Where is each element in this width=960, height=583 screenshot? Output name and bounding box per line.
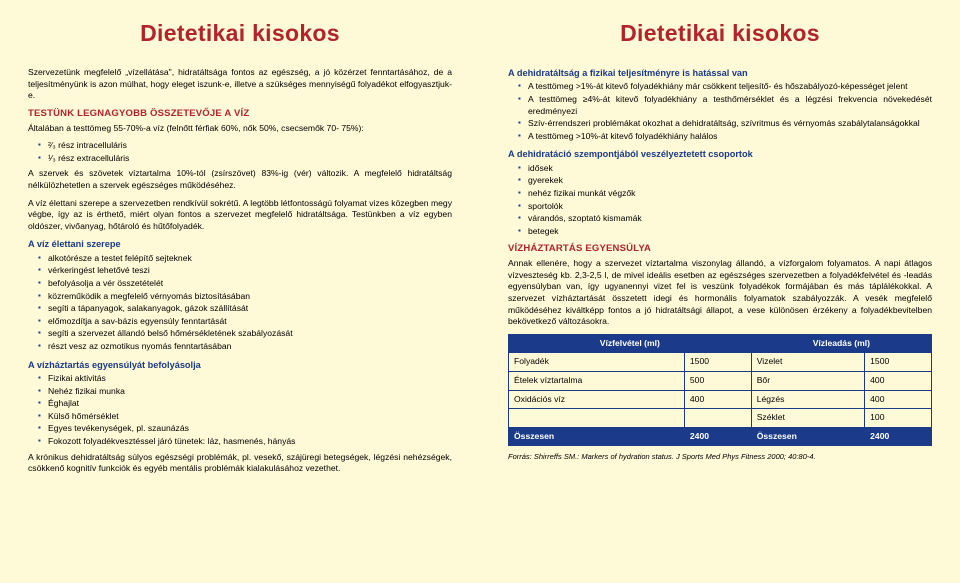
page-title-right: Dietetikai kisokos (508, 18, 932, 49)
body-water-p1: Általában a testtömeg 55-70%-a víz (feln… (28, 123, 452, 135)
table-total-row: Összesen2400 Összesen2400 (509, 427, 932, 446)
list-item: segíti a tápanyagok, salakanyagok, gázok… (38, 303, 452, 315)
dehydration-list: A testtömeg >1%-át kitevő folyadékhiány … (508, 81, 932, 142)
physiological-list: alkotórésze a testet felépítő sejteknek … (28, 253, 452, 353)
risk-list: idősek gyerekek nehéz fizikai munkát vég… (508, 163, 932, 238)
list-item: ¹⁄₃ rész extracelluláris (38, 153, 452, 165)
list-item: A testtömeg >1%-át kitevő folyadékhiány … (518, 81, 932, 93)
section-risk-groups: A dehidratáció szempontjából veszélyezte… (508, 148, 932, 160)
table-header-output: Vízleadás (ml) (751, 334, 931, 353)
section-physiological-role: A víz élettani szerepe (28, 238, 452, 250)
list-item: Külső hőmérséklet (38, 411, 452, 423)
section-dehydration-performance: A dehidratáltság a fizikai teljesítményr… (508, 67, 932, 79)
list-item: vérkeringést lehetővé teszi (38, 265, 452, 277)
list-item: segíti a szervezet állandó belső hőmérsé… (38, 328, 452, 340)
list-item: Nehéz fizikai munka (38, 386, 452, 398)
chronic-text: A krónikus dehidratáltság súlyos egészsé… (28, 452, 452, 475)
list-item: A testtömeg ≥4%-át kitevő folyadékhiány … (518, 94, 932, 117)
list-item: Éghajlat (38, 398, 452, 410)
list-item: gyerekek (518, 175, 932, 187)
section-balance: A vízháztartás egyensúlyát befolyásolja (28, 359, 452, 371)
list-item: Fizikai aktivitás (38, 373, 452, 385)
list-item: sportolók (518, 201, 932, 213)
list-item: befolyásolja a vér összetételét (38, 278, 452, 290)
list-item: Fokozott folyadékvesztéssel járó tünetek… (38, 436, 452, 448)
section-water-balance: VÍZHÁZTARTÁS EGYENSÚLYA (508, 243, 932, 256)
table-row: Oxidációs víz400 Légzés400 (509, 390, 932, 409)
page-title-left: Dietetikai kisokos (28, 18, 452, 49)
list-item: betegek (518, 226, 932, 238)
list-item: Egyes tevékenységek, pl. szaunázás (38, 423, 452, 435)
source-citation: Forrás: Shirreffs SM.: Markers of hydrat… (508, 452, 932, 462)
section-body-water: TESTÜNK LEGNAGYOBB ÖSSZETEVŐJE A VÍZ (28, 108, 452, 121)
list-item: Szív-érrendszeri problémákat okozhat a d… (518, 118, 932, 130)
left-column: Dietetikai kisokos Szervezetünk megfelel… (0, 0, 480, 583)
list-item: ²⁄₃ rész intracelluláris (38, 140, 452, 152)
body-water-list: ²⁄₃ rész intracelluláris ¹⁄₃ rész extrac… (28, 140, 452, 164)
water-balance-text: Annak ellenére, hogy a szervezet víztart… (508, 258, 932, 328)
list-item: előmozdítja a sav-bázis egyensúly fennta… (38, 316, 452, 328)
table-row: Ételek víztartalma500 Bőr400 (509, 371, 932, 390)
table-header-intake: Vízfelvétel (ml) (509, 334, 752, 353)
body-water-p3: A víz élettani szerepe a szervezetben re… (28, 198, 452, 233)
body-water-p2: A szervek és szövetek víztartalma 10%-tó… (28, 168, 452, 191)
list-item: alkotórésze a testet felépítő sejteknek (38, 253, 452, 265)
right-column: Dietetikai kisokos A dehidratáltság a fi… (480, 0, 960, 583)
intro-text: Szervezetünk megfelelő „vízellátása", hi… (28, 67, 452, 102)
list-item: A testtömeg >10%-át kitevő folyadékhiány… (518, 131, 932, 143)
list-item: idősek (518, 163, 932, 175)
table-row: Folyadék1500 Vizelet1500 (509, 353, 932, 372)
list-item: részt vesz az ozmotikus nyomás fenntartá… (38, 341, 452, 353)
list-item: várandós, szoptató kismamák (518, 213, 932, 225)
list-item: közreműködik a megfelelő vérnyomás bizto… (38, 291, 452, 303)
list-item: nehéz fizikai munkát végzők (518, 188, 932, 200)
balance-list: Fizikai aktivitás Nehéz fizikai munka Ég… (28, 373, 452, 448)
table-row: Széklet100 (509, 409, 932, 428)
water-balance-table: Vízfelvétel (ml) Vízleadás (ml) Folyadék… (508, 334, 932, 447)
